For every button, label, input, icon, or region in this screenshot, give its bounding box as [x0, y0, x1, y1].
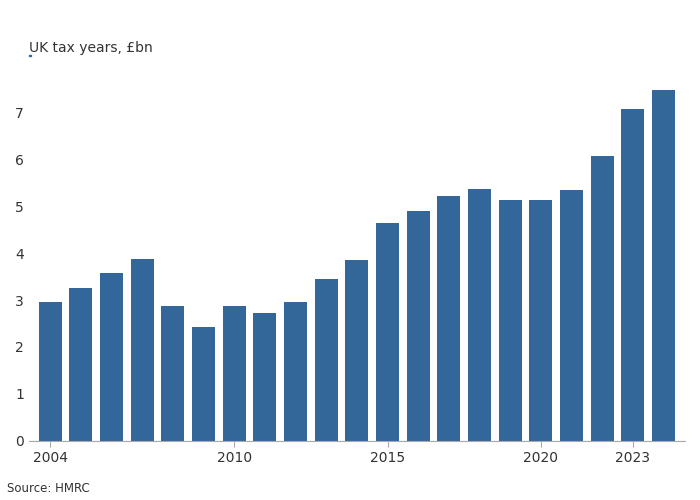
Bar	[253, 313, 276, 440]
Text: UK tax years, £bn: UK tax years, £bn	[29, 41, 153, 55]
Bar	[652, 90, 675, 440]
Bar	[223, 306, 246, 440]
Bar	[69, 288, 92, 440]
Legend: 	[29, 55, 32, 56]
Bar	[38, 302, 62, 440]
Bar	[131, 259, 154, 440]
Bar	[591, 156, 614, 441]
Bar	[407, 211, 430, 440]
Bar	[529, 200, 552, 440]
Bar	[468, 189, 491, 440]
Bar	[498, 200, 522, 440]
Bar	[100, 274, 123, 440]
Bar	[376, 223, 399, 440]
Bar	[315, 279, 337, 440]
Bar	[162, 306, 184, 440]
Bar	[560, 190, 583, 440]
Bar	[438, 196, 461, 440]
Bar	[345, 260, 368, 440]
Bar	[192, 328, 215, 440]
Bar	[284, 302, 307, 440]
Bar	[622, 108, 645, 440]
Text: Source: HMRC: Source: HMRC	[7, 482, 90, 495]
